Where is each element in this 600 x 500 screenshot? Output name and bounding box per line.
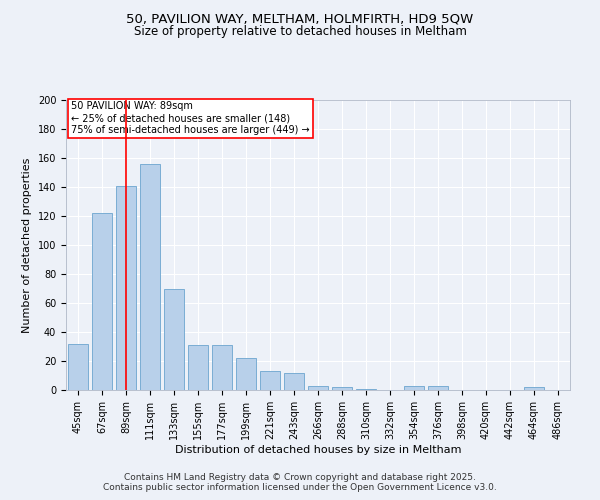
Bar — [356, 388, 376, 390]
Text: Size of property relative to detached houses in Meltham: Size of property relative to detached ho… — [134, 25, 466, 38]
Bar — [116, 186, 136, 390]
Bar — [188, 345, 208, 390]
Bar — [140, 164, 160, 390]
Bar — [92, 213, 112, 390]
Bar — [212, 345, 232, 390]
Bar — [164, 288, 184, 390]
Bar — [308, 386, 328, 390]
Bar — [236, 358, 256, 390]
Y-axis label: Number of detached properties: Number of detached properties — [22, 158, 32, 332]
Bar — [524, 387, 544, 390]
Text: Contains HM Land Registry data © Crown copyright and database right 2025.
Contai: Contains HM Land Registry data © Crown c… — [103, 473, 497, 492]
Bar — [404, 386, 424, 390]
Bar — [332, 387, 352, 390]
Bar — [260, 371, 280, 390]
X-axis label: Distribution of detached houses by size in Meltham: Distribution of detached houses by size … — [175, 444, 461, 454]
Bar — [284, 372, 304, 390]
Text: 50 PAVILION WAY: 89sqm
← 25% of detached houses are smaller (148)
75% of semi-de: 50 PAVILION WAY: 89sqm ← 25% of detached… — [71, 102, 310, 134]
Bar — [68, 344, 88, 390]
Bar — [428, 386, 448, 390]
Text: 50, PAVILION WAY, MELTHAM, HOLMFIRTH, HD9 5QW: 50, PAVILION WAY, MELTHAM, HOLMFIRTH, HD… — [127, 12, 473, 26]
